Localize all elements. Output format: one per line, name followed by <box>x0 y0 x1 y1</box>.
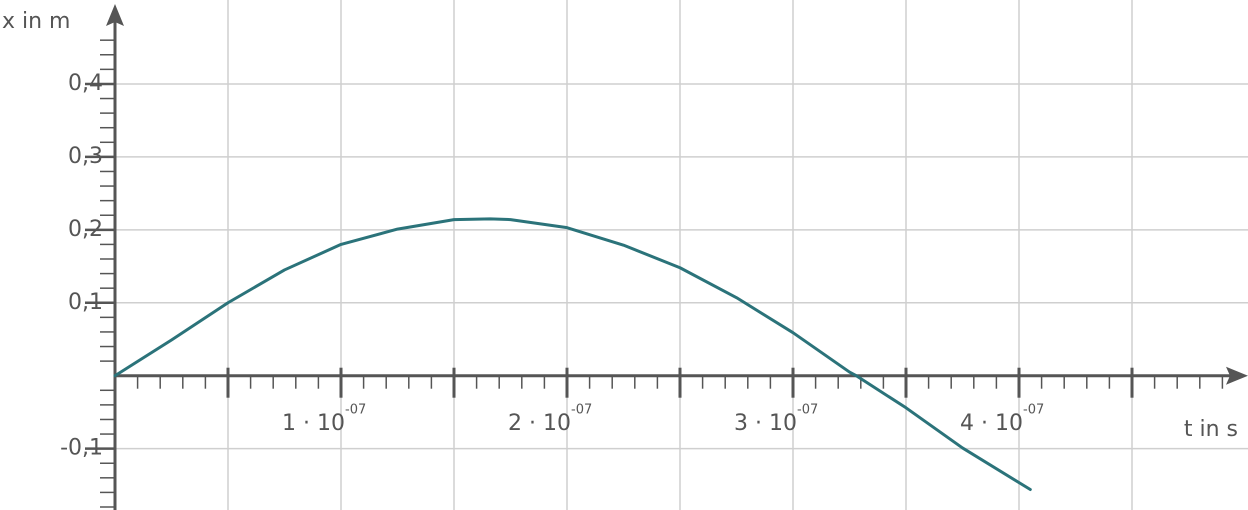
x-tick-label: 2 · 10 <box>508 411 571 436</box>
x-tick-label-base: 1 · 10 <box>282 411 345 436</box>
x-tick-label-base: 4 · 10 <box>960 411 1023 436</box>
x-tick-exponent: -07 <box>797 403 818 418</box>
y-axis-arrow <box>106 4 124 26</box>
y-tick-label: 0,1 <box>68 290 103 315</box>
x-tick-exponent: -07 <box>345 403 366 418</box>
x-tick-label-base: 2 · 10 <box>508 411 571 436</box>
x-tick-label-base: 3 · 10 <box>734 411 797 436</box>
x-axis-label: t in s <box>1184 417 1238 442</box>
x-tick-exponent: -07 <box>1023 403 1044 418</box>
axes <box>85 4 1248 510</box>
x-tick-label: 4 · 10 <box>960 411 1023 436</box>
y-tick-label: 0,3 <box>68 144 103 169</box>
x-tick-label: 3 · 10 <box>734 411 797 436</box>
y-axis-label: x in m <box>2 9 71 34</box>
x-tick-exponent: -07 <box>571 403 592 418</box>
y-tick-label: -0,1 <box>60 436 103 461</box>
y-tick-label: 0,4 <box>68 71 103 96</box>
x-tick-label: 1 · 10 <box>282 411 345 436</box>
data-line <box>113 217 1032 491</box>
y-tick-label: 0,2 <box>68 217 103 242</box>
x-axis-arrow <box>1226 366 1248 385</box>
grid <box>115 0 1248 510</box>
